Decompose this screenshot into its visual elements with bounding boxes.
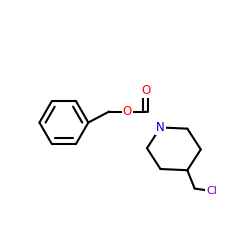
Text: O: O xyxy=(141,84,150,97)
Text: N: N xyxy=(156,121,165,134)
Text: O: O xyxy=(123,105,132,118)
Text: Cl: Cl xyxy=(206,186,217,196)
